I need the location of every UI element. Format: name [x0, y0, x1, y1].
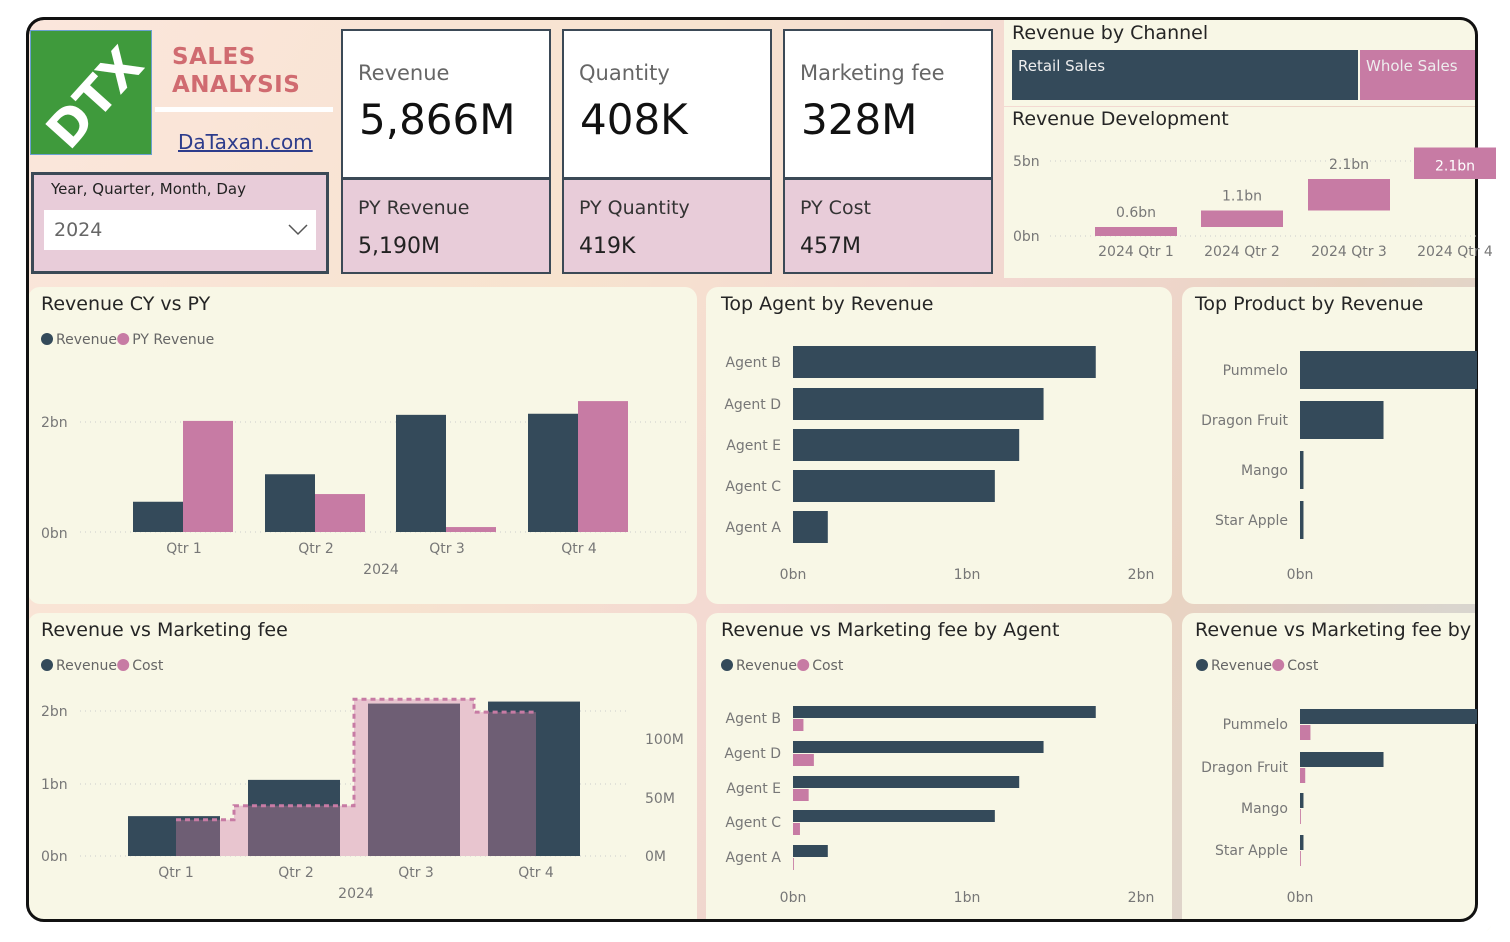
kpi-label: Marketing fee — [800, 61, 945, 85]
dropdown-value: 2024 — [54, 219, 103, 241]
top-product-panel: Top Product by Revenue — [1182, 287, 1492, 604]
kpi-card-quantity: Quantity 408K PY Quantity 419K — [562, 29, 772, 274]
kpi-py-value: 5,190M — [358, 234, 440, 259]
website-link[interactable]: DaTaxan.com — [178, 130, 313, 154]
kpi-card-marketing-fee: Marketing fee 328M PY Cost 457M — [783, 29, 993, 274]
report-title: SALES ANALYSIS — [172, 43, 300, 99]
chevron-down-icon — [288, 224, 308, 236]
kpi-label: Revenue — [358, 61, 450, 85]
panel-title: Revenue CY vs PY — [41, 293, 211, 315]
title-line-1: SALES — [172, 44, 256, 70]
revenue-vs-marketing-product-panel: Revenue vs Marketing fee by — [1182, 613, 1492, 933]
kpi-py-label: PY Revenue — [358, 197, 470, 219]
title-line-2: ANALYSIS — [172, 72, 301, 98]
panel-title: Revenue vs Marketing fee by — [1195, 619, 1472, 641]
panel-title: Top Product by Revenue — [1195, 293, 1424, 315]
frame-border — [26, 17, 1478, 922]
panel-title: Revenue vs Marketing fee — [41, 619, 288, 641]
panel-title: Revenue by Channel — [1012, 22, 1209, 44]
kpi-card-revenue: Revenue 5,866M PY Revenue 5,190M — [341, 29, 551, 274]
kpi-label: Quantity — [579, 61, 670, 85]
dtx-logo: DTX — [30, 30, 152, 155]
kpi-value: 5,866M — [359, 95, 516, 144]
revenue-vs-marketing-agent-panel: Revenue vs Marketing fee by Agent — [706, 613, 1172, 933]
kpi-py-label: PY Quantity — [579, 197, 690, 219]
kpi-py-value: 419K — [579, 234, 636, 259]
kpi-py-label: PY Cost — [800, 197, 871, 219]
date-slicer: Year, Quarter, Month, Day 2024 — [31, 172, 329, 274]
kpi-py-value: 457M — [800, 234, 861, 259]
channel-whole-sales[interactable]: Whole Sales — [1360, 50, 1478, 100]
divider — [155, 107, 333, 112]
channel-retail-sales[interactable]: Retail Sales — [1012, 50, 1358, 100]
panel-title: Top Agent by Revenue — [721, 293, 934, 315]
kpi-value: 328M — [801, 95, 918, 144]
slicer-label: Year, Quarter, Month, Day — [51, 180, 246, 198]
panel-title: Revenue Development — [1012, 108, 1229, 130]
revenue-development-panel: Revenue Development — [1004, 107, 1478, 278]
kpi-value: 408K — [580, 95, 688, 144]
year-dropdown[interactable]: 2024 — [44, 210, 316, 250]
panel-title: Revenue vs Marketing fee by Agent — [721, 619, 1060, 641]
